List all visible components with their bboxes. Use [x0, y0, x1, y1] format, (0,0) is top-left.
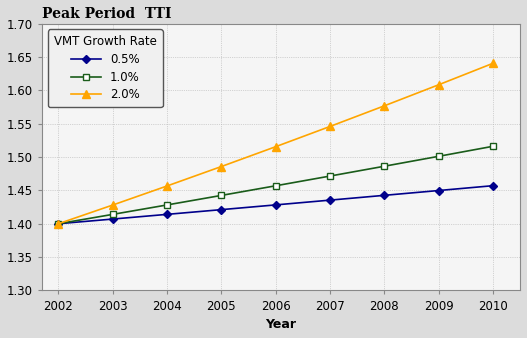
- 0.5%: [272, 203, 279, 207]
- 1.0%: [381, 164, 387, 168]
- 2.0%: [110, 203, 116, 207]
- 2.0%: [55, 222, 62, 226]
- 2.0%: [272, 145, 279, 149]
- 2.0%: [164, 184, 170, 188]
- 0.5%: [327, 198, 333, 202]
- 0.5%: [164, 212, 170, 216]
- 2.0%: [435, 83, 442, 87]
- 1.0%: [272, 184, 279, 188]
- Line: 0.5%: 0.5%: [56, 183, 496, 226]
- 0.5%: [381, 193, 387, 197]
- 1.0%: [164, 203, 170, 207]
- 1.0%: [490, 144, 496, 148]
- 2.0%: [327, 124, 333, 128]
- 2.0%: [490, 61, 496, 65]
- 0.5%: [490, 184, 496, 188]
- Legend: 0.5%, 1.0%, 2.0%: 0.5%, 1.0%, 2.0%: [48, 29, 163, 107]
- 0.5%: [218, 208, 225, 212]
- 1.0%: [55, 222, 62, 226]
- 2.0%: [218, 165, 225, 169]
- 1.0%: [435, 154, 442, 159]
- 0.5%: [435, 189, 442, 193]
- Line: 1.0%: 1.0%: [55, 143, 496, 227]
- 0.5%: [110, 217, 116, 221]
- X-axis label: Year: Year: [266, 318, 297, 331]
- Text: Peak Period  TTI: Peak Period TTI: [42, 7, 172, 21]
- 1.0%: [327, 174, 333, 178]
- Line: 2.0%: 2.0%: [54, 59, 497, 228]
- 1.0%: [218, 193, 225, 197]
- 0.5%: [55, 222, 62, 226]
- 1.0%: [110, 212, 116, 216]
- 2.0%: [381, 104, 387, 108]
